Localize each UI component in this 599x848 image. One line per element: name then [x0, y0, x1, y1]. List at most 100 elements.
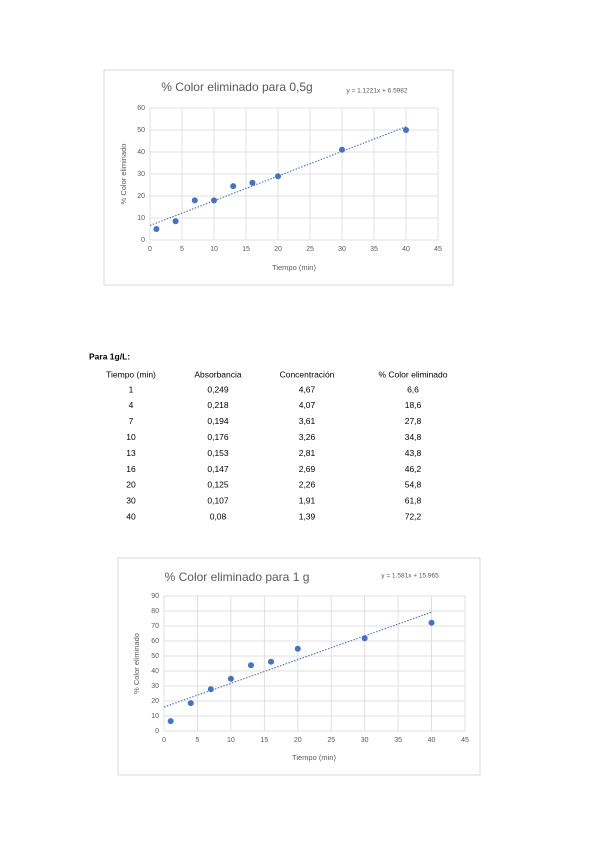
table-cell: 0,218 — [207, 400, 229, 410]
y-axis-label: % Color eliminado — [119, 144, 128, 205]
table-cell: 13 — [126, 448, 136, 458]
y-tick-label: 30 — [137, 171, 145, 178]
table-caption: Para 1g/L: — [89, 351, 130, 361]
table-cell: 61,8 — [405, 496, 422, 506]
data-point — [268, 658, 275, 665]
x-tick-label: 25 — [306, 246, 314, 253]
x-axis-label: Tiempo (min) — [292, 753, 336, 762]
y-tick-label: 60 — [151, 638, 159, 645]
table-cell: 0,125 — [207, 480, 229, 490]
y-tick-label: 0 — [141, 237, 145, 244]
data-point — [339, 146, 345, 153]
x-tick-label: 20 — [274, 246, 282, 253]
table-cell: 1,91 — [299, 496, 316, 506]
chart-title: % Color eliminado para 1 g — [165, 570, 310, 584]
trendline-equation: y = 1.1221x + 6.5982 — [346, 88, 407, 95]
data-point — [247, 662, 254, 669]
y-tick-label: 60 — [137, 105, 145, 112]
x-tick-label: 35 — [370, 246, 378, 253]
data-point — [172, 218, 179, 225]
table-cell: 27,8 — [405, 416, 422, 426]
table-cell: 40 — [126, 511, 136, 521]
data-point — [230, 183, 237, 190]
table-cell: 2,81 — [299, 448, 316, 458]
table-cell: 2,69 — [299, 464, 316, 474]
table-cell: 18,6 — [405, 400, 422, 410]
data-point — [249, 179, 256, 186]
table-cell: 1 — [129, 384, 134, 394]
table-cell: 2,26 — [299, 480, 316, 490]
table-cell: 0,249 — [207, 384, 229, 394]
chart-title: % Color eliminado para 0,5g — [161, 80, 312, 94]
table-cell: 30 — [126, 496, 136, 506]
table-cell: 3,26 — [299, 432, 316, 442]
x-tick-label: 10 — [227, 737, 235, 744]
y-tick-label: 10 — [151, 713, 159, 720]
y-tick-label: 70 — [151, 623, 159, 630]
data-point — [167, 718, 174, 725]
y-axis-label: % Color eliminado — [132, 633, 141, 694]
x-axis-label: Tiempo (min) — [272, 263, 316, 272]
table-cell: 20 — [126, 480, 136, 490]
y-tick-label: 20 — [137, 193, 145, 200]
x-tick-label: 10 — [210, 246, 218, 253]
table-cell: 0,107 — [207, 496, 229, 506]
table-cell: 10 — [126, 432, 136, 442]
table-header: Absorbancia — [194, 369, 242, 379]
trendline-equation: y = 1.581x + 15.965 — [381, 573, 439, 580]
y-tick-label: 0 — [155, 728, 159, 735]
table-cell: 7 — [129, 416, 134, 426]
data-point — [207, 686, 214, 693]
table-cell: 0,194 — [207, 416, 229, 426]
x-tick-label: 30 — [338, 246, 346, 253]
x-tick-label: 25 — [327, 737, 335, 744]
x-tick-label: 15 — [260, 737, 268, 744]
data-point — [294, 645, 301, 652]
y-tick-label: 40 — [137, 149, 145, 156]
table-cell: 43,8 — [405, 448, 422, 458]
x-tick-label: 20 — [294, 737, 302, 744]
data-point — [428, 619, 435, 626]
y-tick-label: 30 — [151, 683, 159, 690]
data-point — [191, 197, 198, 204]
x-tick-label: 40 — [428, 737, 436, 744]
y-tick-label: 40 — [151, 668, 159, 675]
y-tick-label: 20 — [151, 698, 159, 705]
chart-frame — [117, 557, 481, 776]
x-tick-label: 35 — [394, 737, 402, 744]
x-tick-label: 30 — [361, 737, 369, 744]
trendline — [149, 126, 407, 226]
x-tick-label: 40 — [402, 246, 410, 253]
table-cell: 46,2 — [405, 464, 422, 474]
table-header: Concentración — [280, 369, 335, 379]
y-tick-label: 50 — [151, 653, 159, 660]
table-cell: 6,6 — [407, 384, 419, 394]
data-point — [153, 226, 160, 232]
table-cell: 4,67 — [299, 384, 316, 394]
table-header: % Color eliminado — [379, 369, 448, 379]
data-point — [211, 197, 217, 204]
x-tick-label: 0 — [162, 737, 166, 744]
x-tick-label: 5 — [180, 246, 184, 253]
y-tick-label: 10 — [137, 215, 145, 222]
table-cell: 34,8 — [405, 432, 422, 442]
table-cell: 0,153 — [207, 448, 229, 458]
x-tick-label: 0 — [148, 246, 152, 253]
table-cell: 0,147 — [207, 464, 229, 474]
y-tick-label: 80 — [151, 608, 159, 615]
data-point — [275, 173, 281, 180]
data-point — [361, 635, 368, 642]
table-header: Tiempo (min) — [106, 369, 156, 379]
table-cell: 72,2 — [405, 511, 422, 521]
x-tick-label: 45 — [434, 246, 442, 253]
table-cell: 3,61 — [299, 416, 316, 426]
table-cell: 54,8 — [405, 480, 422, 490]
x-tick-label: 5 — [195, 737, 199, 744]
data-point — [187, 700, 194, 707]
data-point — [403, 127, 409, 133]
data-point — [227, 675, 234, 682]
table-cell: 4 — [129, 400, 134, 410]
y-tick-label: 50 — [137, 127, 145, 134]
y-tick-label: 90 — [151, 593, 159, 600]
